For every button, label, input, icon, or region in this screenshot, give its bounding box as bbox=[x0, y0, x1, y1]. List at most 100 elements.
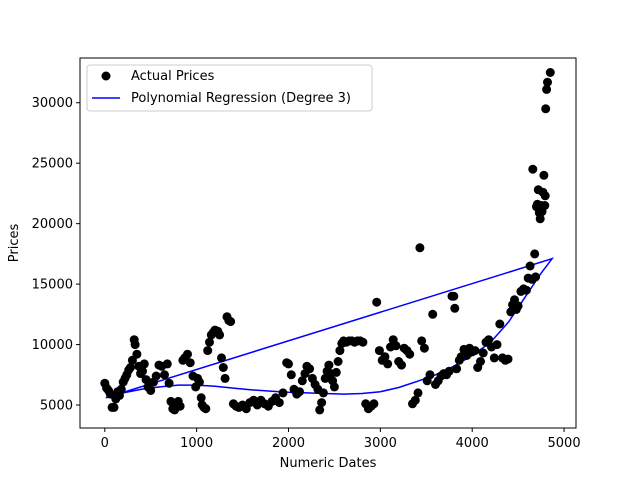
y-tick-label: 5000 bbox=[40, 399, 73, 414]
x-tick-label: 3000 bbox=[364, 436, 397, 451]
legend-label-actual-prices: Actual Prices bbox=[131, 69, 215, 84]
data-point bbox=[531, 272, 541, 282]
data-point bbox=[470, 346, 480, 356]
data-point bbox=[297, 376, 307, 386]
data-point bbox=[542, 84, 552, 94]
data-point bbox=[444, 366, 454, 376]
legend: Actual Prices Polynomial Regression (Deg… bbox=[86, 64, 373, 112]
data-point bbox=[405, 349, 415, 359]
data-point bbox=[545, 68, 555, 77]
data-point bbox=[315, 405, 325, 415]
data-point bbox=[397, 360, 406, 370]
data-point bbox=[484, 335, 494, 345]
data-point bbox=[489, 353, 499, 363]
y-tick-label: 15000 bbox=[32, 278, 73, 293]
data-point bbox=[540, 201, 550, 210]
data-point bbox=[449, 291, 459, 301]
data-point bbox=[305, 364, 315, 374]
y-tick-label: 30000 bbox=[32, 96, 73, 111]
data-point bbox=[318, 388, 328, 398]
legend-marker-actual-prices bbox=[101, 71, 111, 81]
data-point bbox=[215, 330, 225, 340]
data-point bbox=[476, 357, 485, 366]
data-point bbox=[492, 340, 502, 350]
data-point bbox=[203, 346, 213, 356]
data-point bbox=[194, 377, 204, 387]
data-point bbox=[151, 371, 161, 381]
data-point bbox=[109, 402, 119, 412]
x-axis-label: Numeric Dates bbox=[280, 456, 377, 471]
data-point bbox=[274, 398, 284, 408]
x-axis-ticks: 0 1000 2000 3000 4000 5000 bbox=[101, 428, 581, 451]
legend-label-regression: Polynomial Regression (Degree 3) bbox=[131, 91, 351, 106]
data-point bbox=[383, 359, 393, 369]
x-tick-label: 0 bbox=[101, 436, 109, 451]
y-tick-label: 20000 bbox=[32, 217, 73, 232]
scatter-points-layer bbox=[100, 68, 555, 415]
data-point bbox=[295, 387, 304, 397]
data-point bbox=[141, 375, 151, 385]
data-point bbox=[226, 317, 236, 327]
y-axis-label: Prices bbox=[7, 224, 22, 263]
data-point bbox=[138, 366, 147, 376]
data-point bbox=[425, 370, 435, 380]
data-point bbox=[503, 354, 513, 364]
y-tick-label: 25000 bbox=[32, 157, 73, 172]
data-point bbox=[162, 359, 172, 369]
data-point bbox=[513, 301, 523, 311]
regression-line bbox=[105, 257, 555, 399]
data-point bbox=[220, 373, 230, 383]
data-point bbox=[374, 346, 384, 356]
data-point bbox=[331, 367, 341, 377]
data-point bbox=[530, 249, 540, 259]
data-point bbox=[450, 303, 460, 313]
data-point bbox=[164, 378, 174, 388]
data-point bbox=[543, 77, 552, 87]
data-point bbox=[419, 343, 429, 353]
data-point bbox=[541, 104, 551, 114]
data-point bbox=[183, 349, 192, 359]
data-point bbox=[139, 359, 149, 369]
data-point bbox=[495, 319, 505, 329]
data-point bbox=[201, 404, 211, 414]
data-point bbox=[535, 214, 545, 224]
data-point bbox=[521, 285, 531, 295]
x-tick-label: 4000 bbox=[456, 436, 489, 451]
data-point bbox=[539, 170, 549, 180]
data-point bbox=[317, 398, 327, 408]
data-point bbox=[132, 349, 142, 359]
data-point bbox=[160, 370, 169, 380]
data-point bbox=[369, 399, 379, 409]
data-point bbox=[528, 164, 538, 174]
data-point bbox=[175, 401, 185, 411]
data-point bbox=[116, 384, 126, 394]
data-point bbox=[286, 370, 296, 380]
data-point bbox=[185, 358, 195, 368]
data-point bbox=[284, 359, 293, 369]
data-point bbox=[333, 357, 343, 366]
data-point bbox=[525, 261, 535, 271]
data-point bbox=[478, 348, 488, 358]
x-tick-label: 2000 bbox=[272, 436, 305, 451]
data-point bbox=[415, 243, 425, 253]
legend-box bbox=[86, 64, 373, 112]
data-point bbox=[540, 191, 550, 201]
data-point bbox=[146, 386, 156, 395]
plot-frame bbox=[79, 57, 577, 429]
data-point bbox=[196, 393, 206, 403]
data-point bbox=[324, 360, 334, 370]
x-tick-label: 1000 bbox=[180, 436, 213, 451]
data-point bbox=[329, 382, 339, 392]
regression-line-layer bbox=[105, 257, 555, 399]
data-point bbox=[413, 388, 423, 398]
data-point bbox=[380, 352, 390, 362]
data-point bbox=[126, 363, 135, 372]
data-point bbox=[358, 337, 368, 347]
x-tick-label: 5000 bbox=[548, 436, 581, 451]
data-point bbox=[417, 336, 427, 346]
data-point bbox=[410, 395, 420, 405]
y-axis-ticks: 5000 10000 15000 20000 25000 30000 bbox=[32, 96, 80, 414]
data-point bbox=[130, 340, 140, 350]
data-point bbox=[218, 363, 228, 372]
